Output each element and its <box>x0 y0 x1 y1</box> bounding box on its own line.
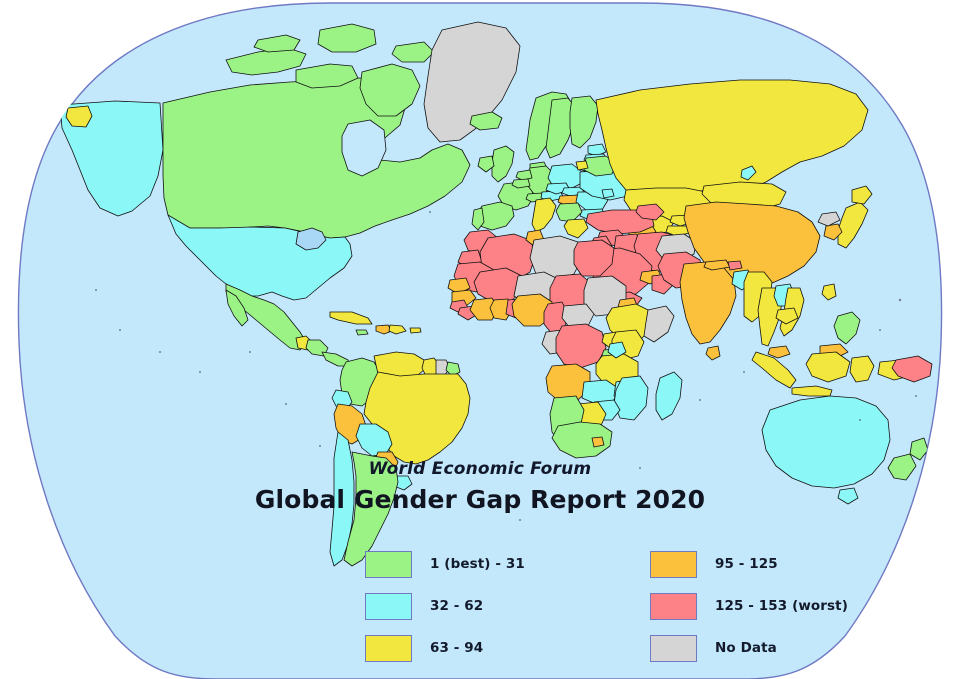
country-chile[interactable] <box>329 431 355 567</box>
country-polygons[interactable] <box>59 21 933 567</box>
country-new-zealand-north[interactable] <box>909 437 929 461</box>
legend-label: 32 - 62 <box>430 598 484 614</box>
legend-swatch <box>650 592 697 620</box>
country-canada-ellesmere[interactable] <box>317 23 377 53</box>
country-greece[interactable] <box>563 218 589 239</box>
country-myanmar[interactable] <box>743 271 773 323</box>
legend-label: 63 - 94 <box>430 640 484 656</box>
hudson-bay <box>341 119 387 177</box>
legend-label: 125 - 153 (worst) <box>715 598 848 614</box>
country-australia[interactable] <box>761 395 891 489</box>
country-georgia-armenia-azerbaijan[interactable] <box>635 203 665 221</box>
country-iceland[interactable] <box>469 111 503 131</box>
lake-victoria <box>607 341 627 359</box>
country-tasmania[interactable] <box>837 487 859 505</box>
country-dr-congo[interactable] <box>555 323 607 369</box>
country-nepal[interactable] <box>703 259 731 271</box>
country-italy[interactable] <box>531 197 557 233</box>
legend-swatch <box>365 634 412 662</box>
country-turkey[interactable] <box>585 209 655 235</box>
country-madagascar[interactable] <box>655 371 683 421</box>
country-greenland[interactable] <box>423 21 521 143</box>
legend-swatch <box>365 550 412 578</box>
legend-item: 1 (best) - 31 <box>365 550 650 578</box>
legend-item: 125 - 153 (worst) <box>650 592 865 620</box>
country-indonesia-sulawesi[interactable] <box>849 355 875 383</box>
country-belgium[interactable] <box>511 178 531 189</box>
country-bhutan[interactable] <box>727 260 743 271</box>
country-somalia[interactable] <box>643 305 675 343</box>
legend-item: No Data <box>650 634 865 662</box>
country-sri-lanka[interactable] <box>705 345 721 361</box>
legend-label: 95 - 125 <box>715 556 778 572</box>
country-mexico-baja[interactable] <box>225 289 249 327</box>
legend-label: No Data <box>715 640 777 656</box>
country-japan[interactable] <box>837 201 869 249</box>
country-ghana[interactable] <box>489 298 513 321</box>
country-dominican-republic[interactable] <box>388 324 407 335</box>
country-belarus[interactable] <box>583 155 617 177</box>
country-philippines[interactable] <box>833 311 861 345</box>
country-malaysia[interactable] <box>767 345 791 359</box>
country-mozambique[interactable] <box>613 375 649 421</box>
country-papua-new-guinea[interactable] <box>891 355 933 383</box>
country-finland[interactable] <box>569 95 599 149</box>
country-cuba[interactable] <box>329 311 373 325</box>
country-canada-island-a[interactable] <box>253 34 301 53</box>
country-indonesia-sumatra[interactable] <box>751 351 797 389</box>
country-south-africa[interactable] <box>551 421 613 459</box>
country-libya[interactable] <box>529 235 583 281</box>
great-lakes <box>295 227 327 251</box>
country-canada-island-b[interactable] <box>391 41 435 63</box>
legend-swatch <box>650 634 697 662</box>
legend-swatch <box>365 592 412 620</box>
scattered-islands <box>95 211 917 521</box>
legend-label: 1 (best) - 31 <box>430 556 525 572</box>
country-south-korea[interactable] <box>823 223 843 241</box>
country-russia-kaliningrad[interactable] <box>575 160 589 171</box>
country-taiwan[interactable] <box>821 283 837 301</box>
legend-item: 63 - 94 <box>365 634 650 662</box>
country-north-korea[interactable] <box>817 211 841 227</box>
country-jamaica[interactable] <box>355 329 369 336</box>
map-legend: 1 (best) - 31 95 - 125 32 - 62 125 - 153 (w… <box>365 543 865 669</box>
country-nigeria[interactable] <box>511 293 553 327</box>
country-egypt[interactable] <box>573 239 615 277</box>
country-ireland[interactable] <box>477 155 495 173</box>
country-japan-hokkaido[interactable] <box>851 185 873 205</box>
legend-item: 32 - 62 <box>365 592 650 620</box>
country-lesotho[interactable] <box>591 436 605 448</box>
country-russia-far-east-fragment[interactable] <box>65 105 93 128</box>
country-puerto-rico[interactable] <box>409 327 422 334</box>
country-canada-baffin-island[interactable] <box>359 63 421 117</box>
country-indonesia-borneo[interactable] <box>805 351 851 383</box>
country-portugal[interactable] <box>471 207 485 231</box>
country-canada-victoria-island[interactable] <box>295 63 359 89</box>
country-moldova[interactable] <box>601 188 615 199</box>
country-cote-divoire[interactable] <box>469 297 499 321</box>
country-india[interactable] <box>679 261 737 345</box>
country-cambodia[interactable] <box>775 307 799 325</box>
legend-item: 95 - 125 <box>650 550 865 578</box>
country-alaska[interactable] <box>59 100 164 217</box>
lake-baikal <box>740 165 757 181</box>
country-new-zealand-south[interactable] <box>887 453 917 481</box>
country-haiti[interactable] <box>375 324 393 335</box>
country-suriname[interactable] <box>435 359 451 377</box>
country-ethiopia[interactable] <box>605 303 655 341</box>
legend-swatch <box>650 550 697 578</box>
